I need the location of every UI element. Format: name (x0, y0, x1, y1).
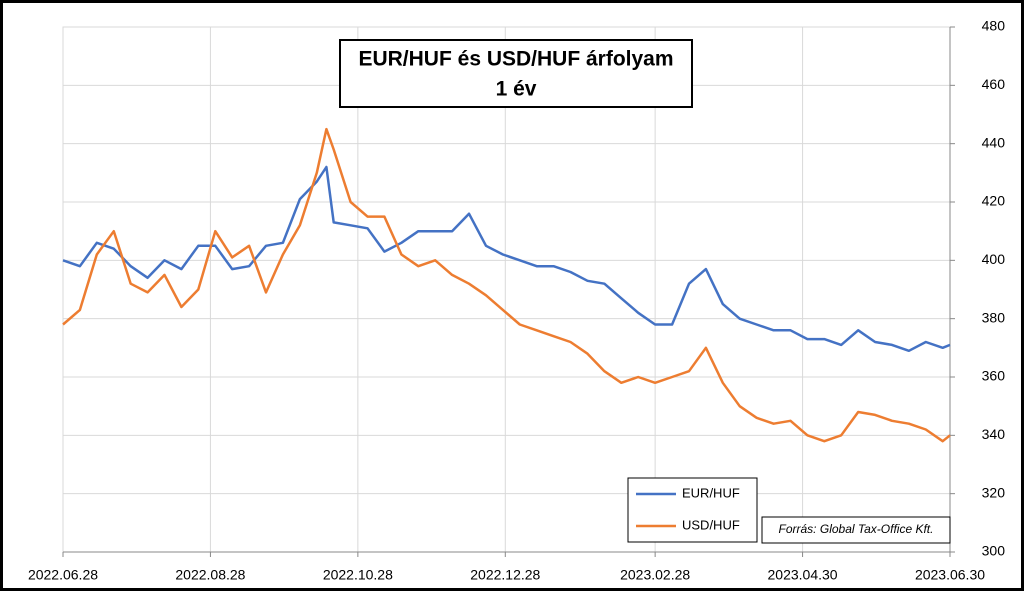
x-tick-label: 2022.06.28 (28, 567, 98, 583)
legend-label: USD/HUF (682, 517, 740, 532)
y-tick-label: 300 (982, 543, 1006, 559)
y-tick-label: 400 (982, 251, 1006, 267)
legend-box (627, 477, 758, 543)
x-tick-label: 2023.06.30 (915, 567, 985, 583)
y-tick-label: 440 (982, 134, 1006, 150)
y-tick-label: 420 (982, 193, 1006, 209)
x-tick-label: 2022.08.28 (175, 567, 245, 583)
x-tick-label: 2023.02.28 (620, 567, 690, 583)
title-box (339, 39, 693, 108)
source-box (761, 516, 951, 544)
y-tick-label: 360 (982, 368, 1006, 384)
chart-subtitle: 1 év (496, 78, 537, 101)
line-series (62, 165, 951, 353)
line-series (62, 127, 951, 443)
x-tick-label: 2022.12.28 (470, 567, 540, 583)
chart-title: EUR/HUF és USD/HUF árfolyam (358, 48, 673, 71)
x-tick-label: 2022.10.28 (323, 567, 393, 583)
y-tick-label: 380 (982, 309, 1006, 325)
source: Forrás: Global Tax-Office Kft. (779, 522, 934, 536)
legend-label: EUR/HUF (682, 485, 740, 500)
y-tick-label: 460 (982, 76, 1006, 92)
y-tick-label: 340 (982, 426, 1006, 442)
y-tick-label: 480 (982, 18, 1006, 34)
x-tick-label: 2023.04.30 (768, 567, 838, 583)
y-tick-label: 320 (982, 484, 1006, 500)
